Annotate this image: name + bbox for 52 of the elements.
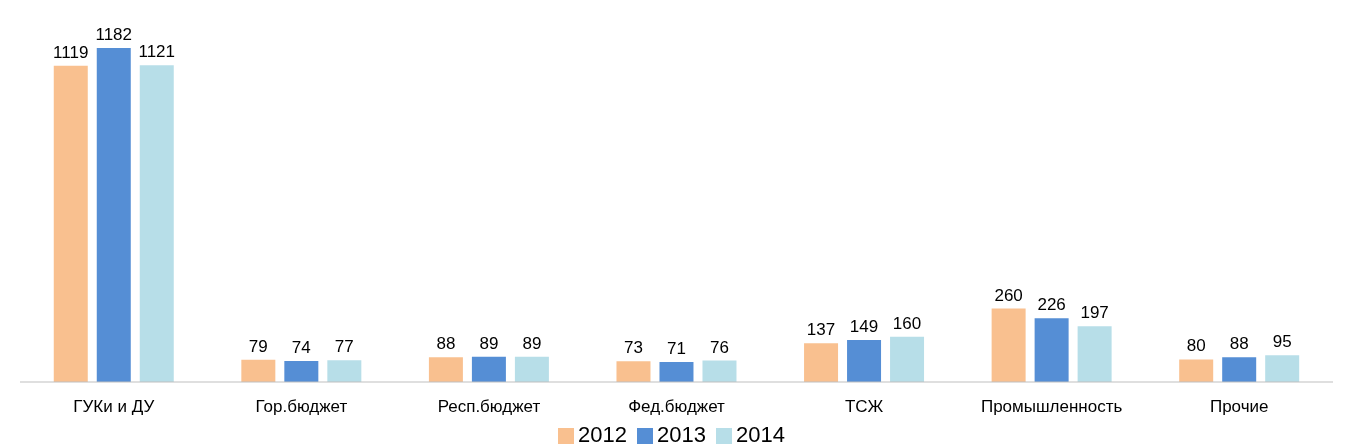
data-label: 260 [994,285,1023,305]
data-label: 77 [334,337,354,357]
data-label: 1182 [95,25,133,44]
bar [847,339,882,382]
data-label: 1119 [53,42,89,62]
legend-label: 2013 [657,422,706,447]
data-label: 71 [667,338,686,358]
data-label: 88 [1229,334,1249,354]
bar [1265,355,1300,382]
bar [241,359,276,382]
data-label: 137 [806,320,836,340]
bar [96,48,131,382]
x-tick-label: Гор.бюджет [255,397,348,417]
bar [890,336,925,382]
bar [702,360,737,382]
bar [1034,318,1069,382]
data-label: 89 [522,333,542,353]
bar [1179,359,1214,382]
data-label: 160 [892,313,922,333]
x-tick-label: Прочие [1209,397,1269,417]
data-label: 89 [479,333,499,353]
bar [471,356,506,382]
data-label: 80 [1186,336,1206,356]
bar [659,361,694,382]
x-tick-label: Промышленность [980,397,1123,417]
bar [1222,357,1257,382]
bar [327,360,362,382]
bar [616,361,651,382]
data-label: 95 [1272,332,1292,352]
x-tick-label: Респ.бюджет [437,397,541,417]
bar [991,308,1026,382]
data-label: 197 [1080,303,1109,323]
x-tick-label: Фед.бюджет [628,397,726,417]
x-tick-label: ТСЖ [844,397,884,417]
data-label: 79 [248,336,268,356]
data-label: 149 [849,316,879,336]
legend-label: 2014 [735,422,785,447]
data-label: 1121 [138,42,176,62]
data-label: 73 [624,338,643,358]
data-label: 76 [710,337,729,357]
bar [514,356,549,382]
bar [428,357,463,382]
x-tick-label: ГУКи и ДУ [73,397,155,417]
bar [139,65,174,382]
bar [53,65,88,382]
data-label: 88 [436,334,456,354]
bar [284,361,319,382]
bar [1077,326,1112,382]
data-label: 226 [1037,295,1066,315]
bar [804,343,839,382]
data-label: 74 [291,338,311,358]
legend-label: 2012 [578,422,628,447]
